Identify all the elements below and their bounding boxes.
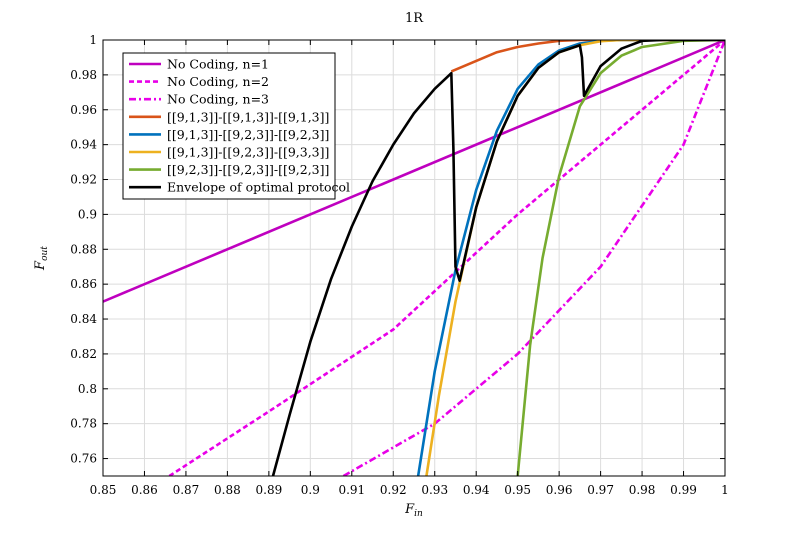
grid [103, 40, 725, 476]
y-tick-label: 0.96 [70, 103, 97, 117]
y-tick-label: 0.78 [70, 417, 97, 431]
y-tick-label: 0.98 [70, 68, 97, 82]
x-tick-label: 0.97 [587, 483, 614, 497]
y-axis-label: Fout [33, 246, 50, 271]
series-line-8 [271, 40, 725, 476]
legend-label: No Coding, n=1 [167, 57, 269, 72]
y-tick-label: 0.82 [70, 347, 97, 361]
x-tick-label: 0.99 [670, 483, 697, 497]
series-line-3 [342, 40, 725, 476]
series-line-7 [516, 40, 725, 476]
y-tick-label: 0.88 [70, 242, 97, 256]
y-tick-label: 0.92 [70, 173, 97, 187]
x-tick-label: 0.92 [380, 483, 407, 497]
legend-label: [[9,2,3]]-[[9,2,3]]-[[9,2,3]] [167, 162, 329, 177]
legend-label: Envelope of optimal protocol [167, 180, 350, 195]
legend-label: [[9,1,3]]-[[9,1,3]]-[[9,1,3]] [167, 109, 329, 124]
x-tick-label: 1 [721, 483, 729, 497]
legend-label: [[9,1,3]]-[[9,2,3]]-[[9,3,3]] [167, 145, 329, 160]
y-tick-label: 1 [89, 33, 97, 47]
x-tick-label: 0.96 [546, 483, 573, 497]
x-tick-label: 0.91 [338, 483, 365, 497]
legend-label: No Coding, n=2 [167, 74, 269, 89]
x-tick-label: 0.98 [629, 483, 656, 497]
x-tick-label: 0.94 [463, 483, 490, 497]
legend: No Coding, n=1 No Coding, n=2 No Coding, n… [122, 52, 350, 200]
x-tick-label: 0.87 [173, 483, 200, 497]
x-tick-label: 0.89 [256, 483, 283, 497]
y-tick-label: 0.84 [70, 312, 97, 326]
x-tick-label: 0.88 [214, 483, 241, 497]
y-tick-label: 0.86 [70, 277, 97, 291]
series-layer [103, 40, 725, 476]
x-tick-label: 0.9 [301, 483, 320, 497]
x-tick-label: 0.93 [421, 483, 448, 497]
y-tick-label: 0.94 [70, 138, 97, 152]
x-tick-label: 0.95 [504, 483, 531, 497]
x-tick-label: 0.86 [131, 483, 158, 497]
x-tick-label: 0.85 [90, 483, 117, 497]
chart-title: 1R [405, 11, 424, 26]
ticks: 0.85 0.86 0.87 0.88 0.89 0.9 0.91 0.92 0.93 0.94 0… [70, 33, 729, 497]
legend-label: No Coding, n=3 [167, 92, 269, 107]
y-tick-label: 0.8 [78, 382, 97, 396]
plot-frame [102, 39, 726, 477]
y-tick-label: 0.76 [70, 452, 97, 466]
series-line-1 [103, 40, 725, 303]
x-axis-label: Fin [404, 502, 423, 519]
y-tick-label: 0.9 [78, 207, 97, 221]
legend-label: [[9,1,3]]-[[9,2,3]]-[[9,2,3]] [167, 127, 329, 142]
legend-box [122, 52, 336, 200]
